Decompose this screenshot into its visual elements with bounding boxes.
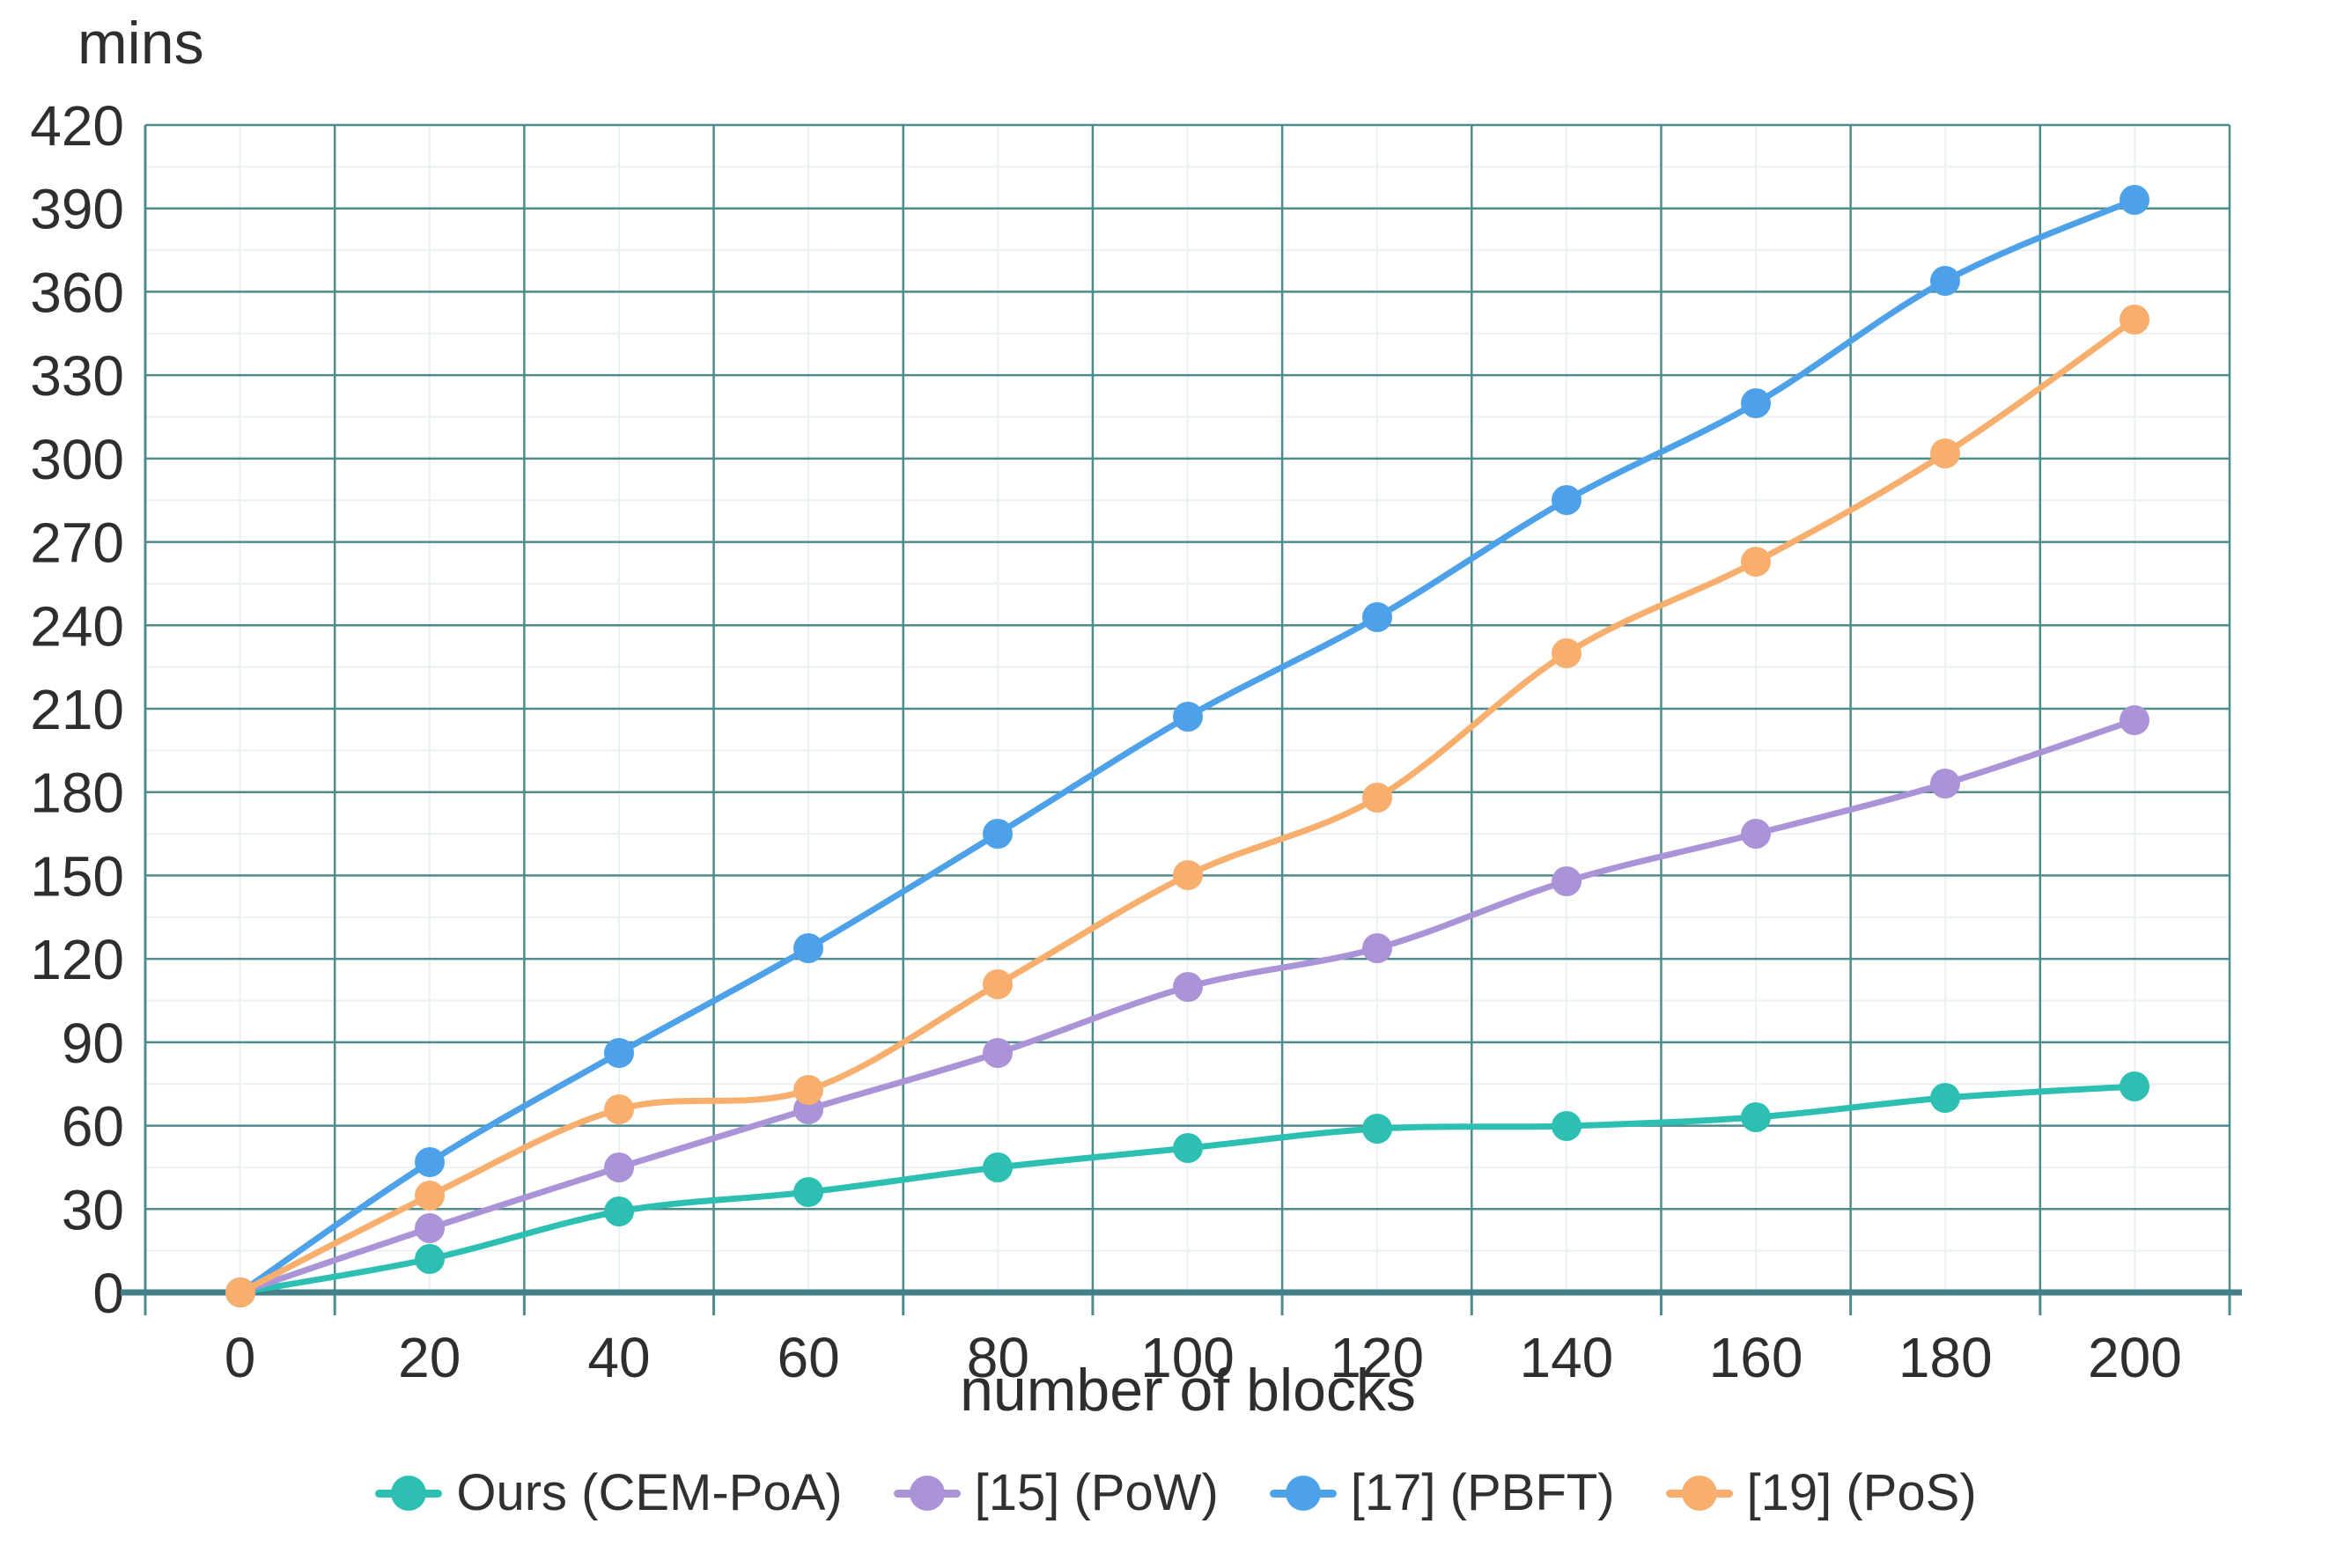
- y-tick-label: 90: [62, 1012, 124, 1075]
- legend-label: Ours (CEM-PoA): [456, 1464, 843, 1521]
- data-point-19-pos: [1362, 783, 1392, 813]
- legend-label: [17] (PBFT): [1350, 1464, 1615, 1521]
- x-tick-label: 100: [1140, 1326, 1235, 1389]
- x-tick-label: 140: [1519, 1326, 1613, 1389]
- data-point-15-pow: [1362, 933, 1392, 963]
- data-point-15-pow: [1552, 866, 1582, 896]
- y-tick-label: 300: [30, 428, 124, 491]
- x-tick-label: 20: [398, 1326, 461, 1389]
- y-tick-label: 210: [30, 678, 124, 741]
- x-tick-label: 200: [2088, 1326, 2182, 1389]
- legend-marker-icon: [893, 1473, 961, 1513]
- y-tick-label: 0: [92, 1262, 124, 1325]
- legend-item-ours-cem-poa[interactable]: Ours (CEM-PoA): [375, 1463, 843, 1522]
- data-point-ours-cem-poa: [415, 1244, 445, 1274]
- y-tick-label: 420: [30, 94, 124, 158]
- y-tick-label: 330: [30, 344, 124, 408]
- data-point-15-pow: [1741, 819, 1771, 849]
- legend-item-19-pos[interactable]: [19] (PoS): [1665, 1463, 1977, 1522]
- y-tick-label: 30: [62, 1178, 124, 1241]
- data-point-17-pbft: [1930, 266, 1960, 296]
- data-point-19-pos: [1741, 547, 1771, 577]
- data-point-17-pbft: [1362, 602, 1392, 632]
- data-point-ours-cem-poa: [1741, 1102, 1771, 1132]
- y-axis-title: mins: [77, 10, 204, 77]
- legend-dot-icon: [909, 1475, 945, 1511]
- legend-item-17-pbft[interactable]: [17] (PBFT): [1269, 1463, 1615, 1522]
- legend-marker-icon: [375, 1473, 443, 1513]
- legend-marker-icon: [1269, 1473, 1337, 1513]
- data-point-17-pbft: [793, 933, 823, 963]
- x-tick-label: 160: [1709, 1326, 1803, 1389]
- data-point-15-pow: [604, 1152, 634, 1182]
- data-point-ours-cem-poa: [604, 1196, 634, 1226]
- x-tick-label: 120: [1330, 1326, 1424, 1389]
- y-tick-label: 240: [30, 594, 124, 658]
- data-point-17-pbft: [983, 819, 1013, 849]
- data-point-19-pos: [1173, 860, 1203, 890]
- x-axis-title: number of blocks: [960, 1357, 1416, 1424]
- data-point-17-pbft: [2120, 185, 2149, 215]
- legend-dot-icon: [1285, 1475, 1321, 1511]
- legend-dot-icon: [1681, 1475, 1717, 1511]
- data-point-15-pow: [2120, 705, 2149, 735]
- y-tick-label: 390: [30, 178, 124, 241]
- data-point-17-pbft: [1552, 485, 1582, 515]
- legend-marker-icon: [1665, 1473, 1733, 1513]
- data-point-19-pos: [415, 1181, 445, 1211]
- data-point-15-pow: [415, 1213, 445, 1243]
- x-tick-label: 40: [587, 1326, 650, 1389]
- data-point-17-pbft: [1173, 702, 1203, 732]
- data-point-15-pow: [1173, 972, 1203, 1002]
- data-point-17-pbft: [1741, 388, 1771, 418]
- data-point-ours-cem-poa: [1930, 1083, 1960, 1113]
- y-tick-label: 120: [30, 928, 124, 991]
- data-point-ours-cem-poa: [1362, 1114, 1392, 1144]
- y-tick-label: 180: [30, 762, 124, 825]
- data-point-19-pos: [1552, 638, 1582, 668]
- legend-label: [15] (PoW): [974, 1464, 1219, 1521]
- legend-label: [19] (PoS): [1746, 1464, 1977, 1521]
- legend-dot-icon: [391, 1475, 427, 1511]
- data-point-15-pow: [983, 1038, 1013, 1068]
- data-point-19-pos: [2120, 305, 2149, 335]
- y-tick-label: 60: [62, 1095, 124, 1159]
- data-point-19-pos: [793, 1075, 823, 1105]
- data-point-19-pos: [1930, 438, 1960, 468]
- data-point-17-pbft: [604, 1038, 634, 1068]
- data-point-ours-cem-poa: [1173, 1133, 1203, 1163]
- data-point-ours-cem-poa: [983, 1152, 1013, 1182]
- data-point-ours-cem-poa: [2120, 1071, 2149, 1101]
- x-tick-label: 180: [1899, 1326, 1993, 1389]
- x-tick-label: 60: [778, 1326, 840, 1389]
- data-point-15-pow: [1930, 769, 1960, 799]
- data-point-ours-cem-poa: [793, 1177, 823, 1207]
- data-point-19-pos: [604, 1094, 634, 1124]
- y-tick-label: 270: [30, 512, 124, 575]
- data-point-19-pos: [983, 969, 1013, 999]
- x-tick-label: 0: [225, 1326, 256, 1389]
- y-tick-label: 150: [30, 844, 124, 908]
- x-tick-label: 80: [967, 1326, 1029, 1389]
- y-tick-label: 360: [30, 261, 124, 324]
- data-point-17-pbft: [415, 1147, 445, 1177]
- data-point-ours-cem-poa: [1552, 1111, 1582, 1141]
- data-point-19-pos: [225, 1277, 255, 1307]
- chart-legend: Ours (CEM-PoA) [15] (PoW) [17] (PBFT) [19] …: [0, 1463, 2352, 1522]
- legend-item-15-pow[interactable]: [15] (PoW): [893, 1463, 1219, 1522]
